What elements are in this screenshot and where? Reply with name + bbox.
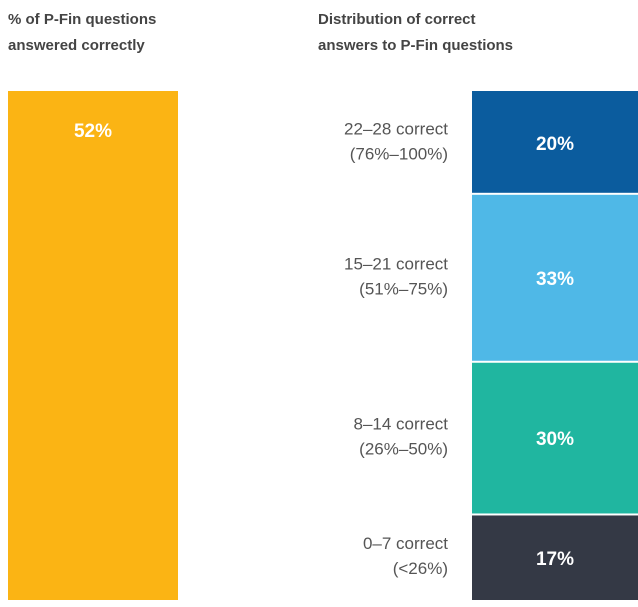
bar-segment	[472, 91, 638, 193]
value-label: 33%	[536, 269, 574, 290]
bar-segment	[472, 362, 638, 514]
chart-title: answers to P-Fin questions	[318, 37, 513, 54]
value-label: 30%	[536, 429, 574, 450]
category-label: (51%–75%)	[359, 279, 448, 298]
bar-segment	[472, 194, 638, 361]
category-label: (76%–100%)	[350, 144, 448, 163]
category-label: 0–7 correct	[363, 534, 448, 553]
bar-segment	[472, 515, 638, 600]
bar	[8, 91, 178, 600]
category-label: 22–28 correct	[344, 119, 448, 138]
category-label: (26%–50%)	[359, 440, 448, 459]
category-label: 8–14 correct	[354, 415, 449, 434]
chart-title: Distribution of correct	[318, 11, 476, 28]
category-label: (<26%)	[393, 559, 448, 578]
category-label: 15–21 correct	[344, 254, 448, 273]
value-label: 20%	[536, 134, 574, 155]
value-label: 52%	[74, 121, 112, 142]
chart-title: % of P-Fin questions	[8, 11, 156, 28]
value-label: 17%	[536, 549, 574, 570]
chart-title: answered correctly	[8, 37, 145, 54]
